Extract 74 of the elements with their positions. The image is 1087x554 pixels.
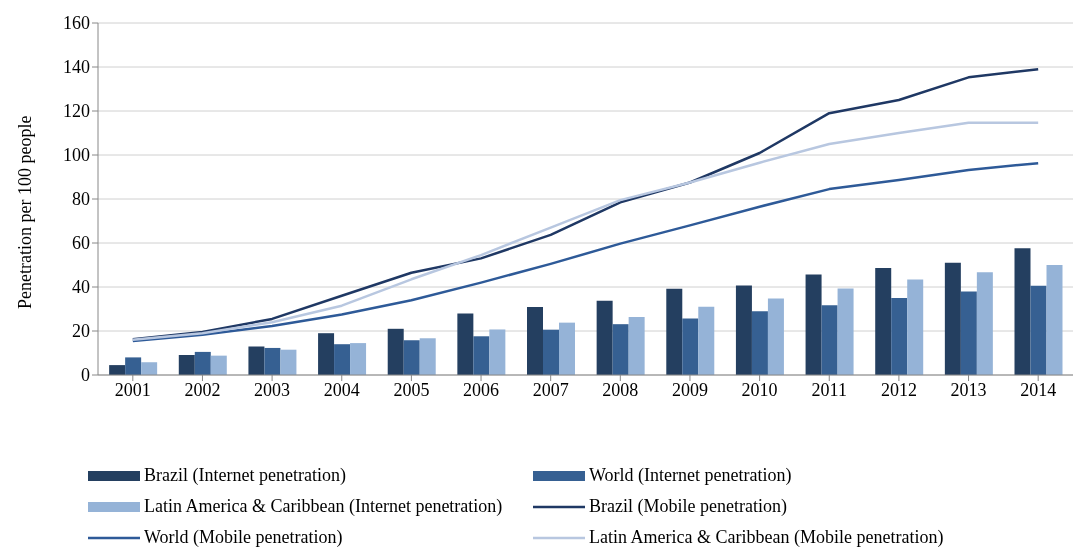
bar bbox=[735, 285, 752, 375]
y-tick-label: 0 bbox=[81, 365, 90, 386]
bar bbox=[907, 279, 924, 375]
bar bbox=[666, 288, 683, 375]
legend-label: Latin America & Caribbean (Internet penetration) bbox=[144, 496, 503, 517]
x-tick-label: 2002 bbox=[184, 379, 221, 400]
x-tick-label: 2012 bbox=[880, 379, 917, 400]
x-tick-label: 2009 bbox=[671, 379, 708, 400]
bar bbox=[1030, 285, 1047, 375]
bar bbox=[457, 313, 474, 375]
bar bbox=[960, 291, 977, 375]
bar bbox=[751, 311, 768, 375]
x-tick-label: 2004 bbox=[323, 379, 360, 400]
bar bbox=[612, 324, 629, 375]
bar bbox=[264, 347, 281, 375]
x-tick-label: 2008 bbox=[602, 379, 639, 400]
line-series bbox=[131, 121, 1040, 342]
y-tick-label: 40 bbox=[72, 277, 90, 298]
legend-label: Brazil (Mobile penetration) bbox=[589, 496, 787, 517]
legend-label: World (Mobile penetration) bbox=[144, 527, 343, 548]
x-tick-label: 2013 bbox=[950, 379, 987, 400]
bar bbox=[1046, 265, 1063, 375]
bar bbox=[821, 305, 838, 375]
y-tick-label: 160 bbox=[63, 13, 90, 34]
legend-label: World (Internet penetration) bbox=[589, 465, 792, 486]
x-tick-label: 2014 bbox=[1020, 379, 1057, 400]
bar bbox=[682, 318, 699, 375]
x-tick-label: 2001 bbox=[114, 379, 151, 400]
legend-label: Brazil (Internet penetration) bbox=[144, 465, 346, 486]
bar bbox=[976, 272, 993, 375]
bar bbox=[527, 307, 543, 375]
bar bbox=[837, 288, 854, 375]
y-tick-label: 120 bbox=[63, 101, 90, 122]
bar bbox=[1014, 248, 1031, 375]
bar bbox=[334, 344, 351, 375]
bar bbox=[109, 365, 126, 375]
y-tick-label: 80 bbox=[72, 189, 90, 210]
bar bbox=[944, 262, 961, 375]
bar bbox=[628, 316, 645, 375]
y-tick-label: 100 bbox=[63, 145, 90, 166]
x-tick-label: 2005 bbox=[393, 379, 430, 400]
bar bbox=[698, 306, 715, 375]
bar bbox=[403, 340, 420, 375]
bar bbox=[194, 351, 211, 375]
bar bbox=[805, 274, 822, 375]
x-tick-label: 2007 bbox=[532, 379, 569, 400]
bar bbox=[387, 328, 404, 375]
bar bbox=[280, 349, 297, 375]
bar bbox=[473, 336, 490, 375]
line-series bbox=[131, 161, 1040, 343]
bar bbox=[210, 355, 227, 375]
bar bbox=[543, 329, 559, 375]
y-tick-label: 60 bbox=[72, 233, 90, 254]
bar bbox=[350, 343, 367, 375]
bar bbox=[489, 329, 506, 375]
y-tick-label: 20 bbox=[72, 321, 90, 342]
bar bbox=[141, 362, 158, 375]
bar bbox=[248, 346, 265, 375]
bar bbox=[559, 322, 575, 375]
y-tick-label: 140 bbox=[63, 57, 90, 78]
bar bbox=[891, 298, 908, 375]
bar bbox=[125, 357, 142, 375]
bar bbox=[596, 300, 613, 375]
bar bbox=[767, 298, 784, 375]
x-tick-label: 2006 bbox=[463, 379, 500, 400]
x-tick-label: 2011 bbox=[811, 379, 847, 400]
bar bbox=[875, 268, 892, 375]
bar bbox=[318, 333, 335, 375]
bar bbox=[419, 338, 436, 375]
x-tick-label: 2010 bbox=[741, 379, 778, 400]
bar bbox=[178, 354, 195, 375]
y-axis-title: Penetration per 100 people bbox=[15, 115, 36, 309]
x-tick-label: 2003 bbox=[254, 379, 291, 400]
legend-label: Latin America & Caribbean (Mobile penetration) bbox=[589, 527, 944, 548]
